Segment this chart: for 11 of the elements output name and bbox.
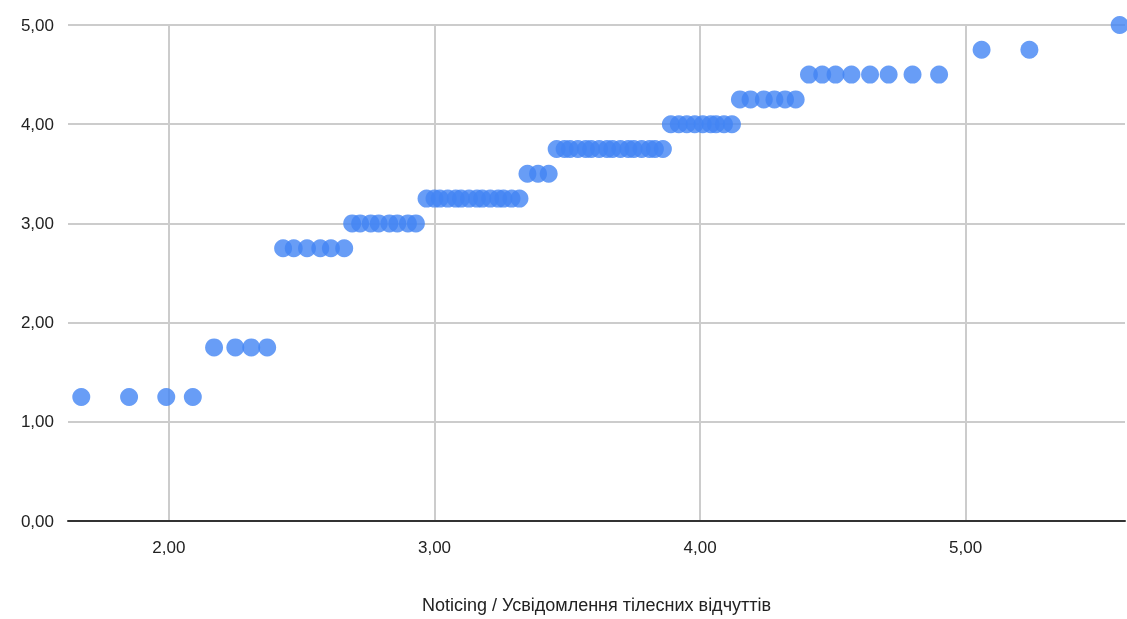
y-tick-label: 0,00 xyxy=(20,511,54,531)
y-tick-label: 5,00 xyxy=(20,15,54,35)
y-tick-label: 4,00 xyxy=(20,114,54,134)
x-axis-title: Noticing / Усвідомлення тілесних відчуттів xyxy=(421,595,772,615)
y-tick-label: 3,00 xyxy=(20,213,54,233)
y-tick-label: 1,00 xyxy=(20,412,54,432)
x-tick-label: 3,00 xyxy=(417,538,452,557)
x-tick-label: 5,00 xyxy=(949,538,983,557)
x-tick-label: 4,00 xyxy=(683,538,717,557)
x-tick-label: 2,00 xyxy=(152,538,186,557)
y-tick-label: 2,00 xyxy=(20,313,54,333)
